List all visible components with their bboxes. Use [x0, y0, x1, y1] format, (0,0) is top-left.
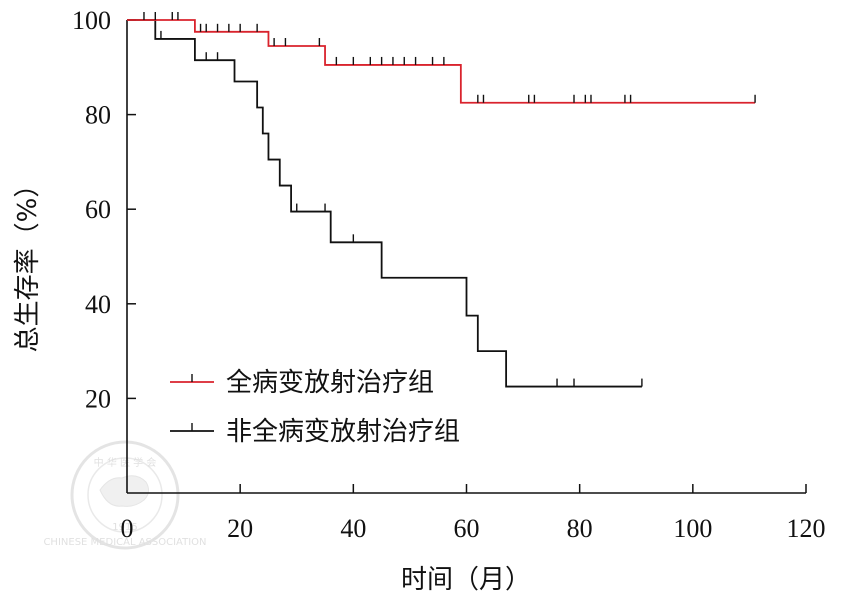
series-line-1 [127, 19, 642, 388]
y-tick-label: 80 [85, 101, 111, 130]
series-line-0 [127, 19, 756, 104]
x-tick-label: 60 [454, 514, 480, 543]
y-tick-label: 100 [72, 6, 111, 35]
watermark-map-icon [99, 475, 150, 507]
x-tick-label: 120 [787, 514, 826, 543]
watermark-bottom-text: CHINESE MEDICAL ASSOCIATION [43, 537, 206, 548]
x-tick-label: 20 [227, 514, 253, 543]
axis-ticks: 0 20 40 60 80 100 120 20 40 60 80 100 [72, 6, 826, 543]
watermark-outer-ring [70, 440, 180, 550]
x-tick-label: 100 [673, 514, 712, 543]
x-axis-title: 时间（月） [401, 565, 531, 595]
x-tick-label: 40 [340, 514, 366, 543]
y-axis-title: 总生存率（%） [13, 172, 43, 353]
y-tick-label: 40 [85, 290, 111, 319]
y-tick-label: 20 [85, 384, 111, 413]
x-tick-label: 80 [567, 514, 593, 543]
watermark-inner-ring [87, 457, 163, 533]
watermark-seal: 中 华 医 学 会 1915 CHINESE MEDICAL ASSOCIATI… [43, 440, 207, 550]
watermark-top-text: 中 华 医 学 会 [94, 456, 157, 469]
series-layer [127, 12, 756, 388]
x-tick-label: 0 [121, 514, 134, 543]
watermark-year: 1915 [112, 522, 137, 533]
legend-label-1: 非全病变放射治疗组 [226, 417, 460, 447]
legend-label-0: 全病变放射治疗组 [226, 368, 434, 398]
y-tick-label: 60 [85, 195, 111, 224]
